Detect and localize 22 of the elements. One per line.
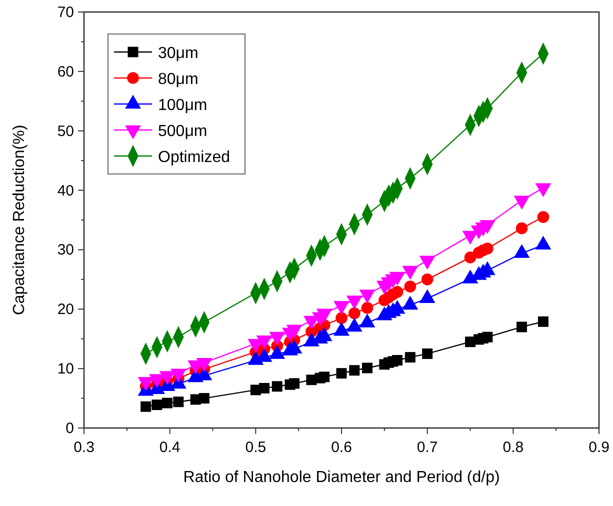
legend-label: 30μm — [158, 45, 198, 62]
x-tick-label: 0.6 — [331, 439, 352, 456]
x-tick-label: 0.4 — [159, 439, 180, 456]
y-tick-label: 40 — [57, 182, 74, 200]
y-tick-label: 30 — [57, 242, 74, 259]
y-tick-label: 10 — [57, 360, 74, 378]
x-tick-label: 0.5 — [245, 439, 266, 456]
legend-label: 80μm — [158, 71, 198, 88]
x-axis-title: Ratio of Nanohole Diameter and Period (d/p) — [183, 469, 500, 486]
y-tick-label: 20 — [57, 301, 74, 318]
legend-label: 100μm — [158, 97, 208, 114]
x-tick-label: 0.8 — [502, 439, 524, 456]
x-tick-label: 0.3 — [74, 439, 94, 456]
y-tick-label: 50 — [57, 122, 74, 140]
legend-label: 500μm — [158, 123, 208, 140]
legend-label: Optimized — [158, 149, 230, 166]
x-tick-label: 0.7 — [416, 439, 438, 456]
y-axis-title: Capacitance Reduction(%) — [11, 124, 28, 316]
y-tick-label: 60 — [57, 63, 74, 80]
y-tick-label: 0 — [66, 420, 74, 437]
x-tick-label: 0.9 — [588, 439, 610, 456]
y-tick-label: 70 — [57, 4, 74, 21]
